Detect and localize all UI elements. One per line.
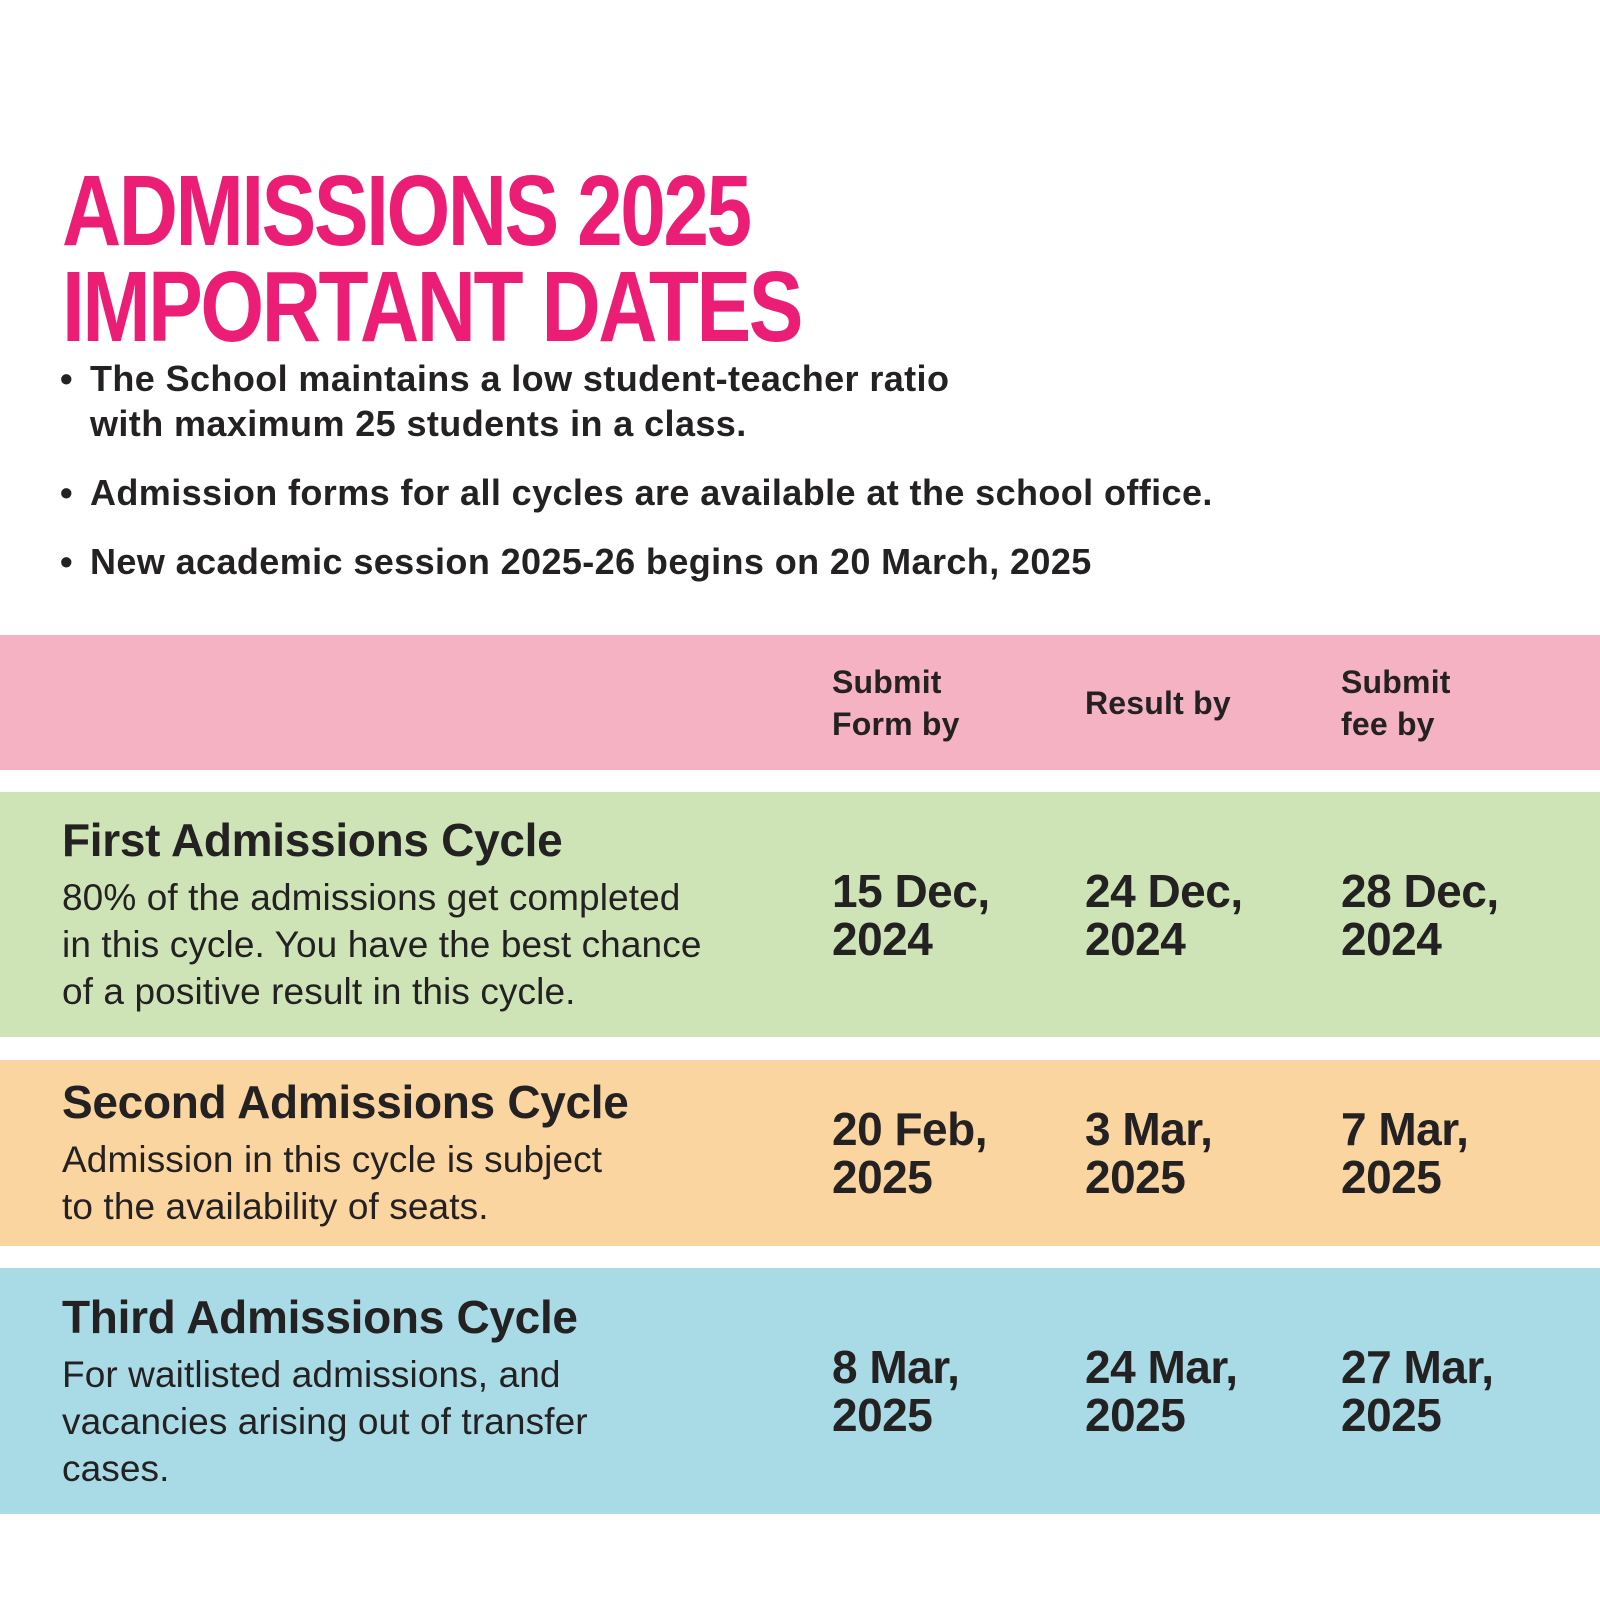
table-header-row: Submit Form by Result by Submit fee by bbox=[0, 635, 1600, 770]
cell-result-by: 24 Mar, 2025 bbox=[1085, 1268, 1320, 1514]
page-title-line-2: IMPORTANT DATES bbox=[62, 251, 803, 363]
bullet-item: • The School maintains a low student-tea… bbox=[60, 356, 1540, 446]
header-col-submit-form: Submit Form by bbox=[832, 635, 1067, 770]
page-title-line-1: ADMISSIONS 2025 bbox=[62, 155, 752, 267]
header-col-submit-fee: Submit fee by bbox=[1341, 635, 1576, 770]
page-title: ADMISSIONS 2025 IMPORTANT DATES bbox=[62, 155, 803, 363]
cycle-title: Second Admissions Cycle bbox=[62, 1076, 629, 1128]
cycle-info-cell: Second Admissions Cycle Admission in thi… bbox=[62, 1060, 772, 1246]
bullet-item: • New academic session 2025-26 begins on… bbox=[60, 539, 1540, 584]
date-result-by: 24 Dec, 2024 bbox=[1085, 864, 1243, 965]
cycle-info-cell: Third Admissions Cycle For waitlisted ad… bbox=[62, 1268, 772, 1514]
bullet-marker-icon: • bbox=[60, 541, 74, 582]
table-row-third-cycle: Third Admissions Cycle For waitlisted ad… bbox=[0, 1268, 1600, 1514]
cycle-description: 80% of the admissions get completed in t… bbox=[62, 877, 702, 1012]
cycle-info-cell: First Admissions Cycle 80% of the admiss… bbox=[62, 792, 772, 1037]
bullet-item: • Admission forms for all cycles are ava… bbox=[60, 470, 1540, 515]
cycle-description: Admission in this cycle is subject to th… bbox=[62, 1139, 603, 1227]
cycle-description: For waitlisted admissions, and vacancies… bbox=[62, 1353, 588, 1489]
bullet-list: • The School maintains a low student-tea… bbox=[60, 356, 1540, 608]
cell-result-by: 24 Dec, 2024 bbox=[1085, 792, 1320, 1037]
bullet-text: Admission forms for all cycles are avail… bbox=[90, 472, 1213, 513]
cycle-title: First Admissions Cycle bbox=[62, 814, 563, 866]
cell-submit-fee-by: 27 Mar, 2025 bbox=[1341, 1268, 1576, 1514]
date-submit-fee-by: 28 Dec, 2024 bbox=[1341, 864, 1499, 965]
cell-result-by: 3 Mar, 2025 bbox=[1085, 1060, 1320, 1246]
table-row-second-cycle: Second Admissions Cycle Admission in thi… bbox=[0, 1060, 1600, 1246]
cell-submit-form-by: 8 Mar, 2025 bbox=[832, 1268, 1067, 1514]
cycle-title: Third Admissions Cycle bbox=[62, 1290, 578, 1343]
date-submit-fee-by: 27 Mar, 2025 bbox=[1341, 1341, 1494, 1441]
date-submit-form-by: 8 Mar, 2025 bbox=[832, 1341, 960, 1441]
date-result-by: 24 Mar, 2025 bbox=[1085, 1341, 1238, 1441]
date-submit-fee-by: 7 Mar, 2025 bbox=[1341, 1103, 1469, 1203]
header-label-submit-fee: Submit fee by bbox=[1341, 663, 1451, 742]
bullet-text: The School maintains a low student-teach… bbox=[90, 358, 950, 444]
header-label-submit-form: Submit Form by bbox=[832, 663, 960, 742]
bullet-marker-icon: • bbox=[60, 472, 74, 513]
date-submit-form-by: 15 Dec, 2024 bbox=[832, 864, 990, 965]
date-result-by: 3 Mar, 2025 bbox=[1085, 1103, 1213, 1203]
header-col-result: Result by bbox=[1085, 635, 1320, 770]
bullet-marker-icon: • bbox=[60, 358, 74, 399]
header-label-result: Result by bbox=[1085, 684, 1231, 721]
cell-submit-fee-by: 28 Dec, 2024 bbox=[1341, 792, 1576, 1037]
bullet-text: New academic session 2025-26 begins on 2… bbox=[90, 541, 1092, 582]
date-submit-form-by: 20 Feb, 2025 bbox=[832, 1103, 988, 1203]
cell-submit-form-by: 20 Feb, 2025 bbox=[832, 1060, 1067, 1246]
table-row-first-cycle: First Admissions Cycle 80% of the admiss… bbox=[0, 792, 1600, 1037]
cell-submit-fee-by: 7 Mar, 2025 bbox=[1341, 1060, 1576, 1246]
cell-submit-form-by: 15 Dec, 2024 bbox=[832, 792, 1067, 1037]
